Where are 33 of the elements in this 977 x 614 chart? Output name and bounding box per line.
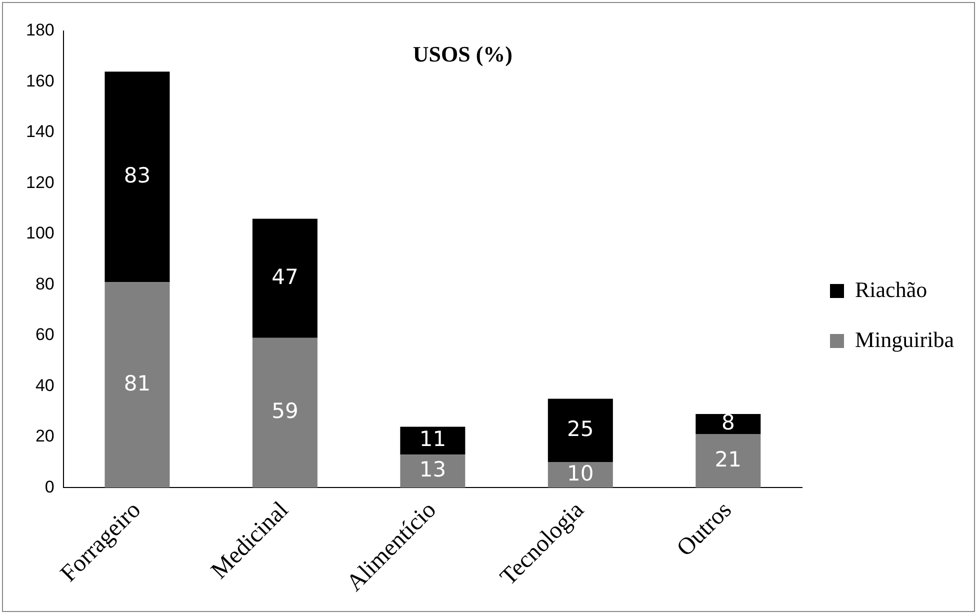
y-tick-label: 180 [26, 20, 54, 40]
bar [696, 414, 761, 434]
y-tick-label: 60 [35, 325, 54, 344]
data-label: 11 [419, 427, 446, 452]
y-tick-label: 120 [26, 172, 54, 192]
data-label: 25 [567, 416, 594, 441]
bar [400, 454, 466, 488]
bar [696, 434, 761, 488]
data-label: 47 [272, 264, 298, 289]
y-tick-label: 160 [26, 71, 54, 90]
y-tick-label: 80 [35, 274, 54, 294]
data-label: 83 [124, 163, 151, 188]
bar [252, 218, 318, 338]
data-label: 8 [721, 410, 735, 435]
text: USOS (%) [412, 42, 512, 67]
bar [548, 398, 613, 462]
legend-label: Minguiriba [855, 326, 954, 352]
legend-label: Riachão [855, 276, 928, 302]
bar [400, 426, 466, 455]
bar [252, 338, 318, 488]
y-tick-label: 20 [35, 426, 54, 446]
y-tick-label: 100 [26, 224, 54, 243]
data-label: 13 [419, 458, 446, 482]
bar [548, 462, 613, 488]
bar [104, 72, 170, 282]
bar [104, 282, 170, 488]
data-label: 10 [567, 461, 594, 486]
data-label: 81 [124, 371, 151, 396]
data-label: 59 [272, 399, 298, 424]
y-tick-label: 140 [26, 122, 54, 142]
y-tick-label: 40 [35, 376, 54, 395]
y-tick-label: 0 [44, 477, 54, 496]
data-label: 21 [714, 447, 742, 472]
